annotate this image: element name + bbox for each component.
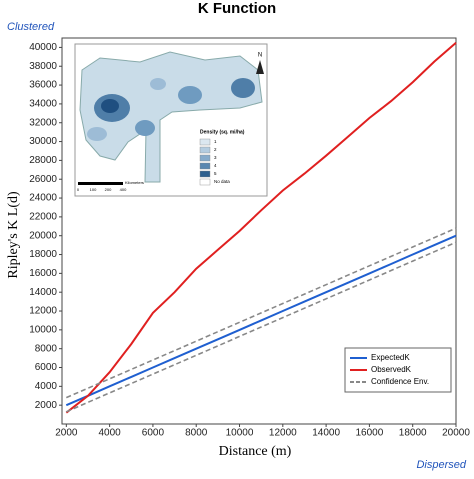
y-tick-label: 12000: [29, 306, 57, 317]
y-tick-label: 20000: [29, 230, 57, 241]
x-tick-label: 10000: [226, 428, 254, 439]
series-line: [65, 241, 457, 413]
inset-legend-swatch: [199, 154, 211, 162]
inset-legend-swatch: [199, 146, 211, 154]
inset-legend-label: No data: [214, 179, 230, 184]
x-tick-label: 4000: [99, 428, 122, 439]
y-tick-label: 16000: [29, 268, 57, 279]
inset-legend-label: 4: [214, 163, 217, 168]
legend-label: ObservedK: [371, 365, 412, 374]
inset-legend-label: 2: [214, 147, 217, 152]
chart-title: K Function: [198, 0, 276, 17]
y-tick-label: 26000: [29, 174, 57, 185]
inset-legend-label: 5: [214, 171, 217, 176]
x-tick-label: 8000: [185, 428, 208, 439]
y-tick-label: 6000: [35, 362, 58, 373]
inset-legend-title: Density (sq. mi/ha): [200, 129, 245, 135]
y-tick-label: 8000: [35, 343, 58, 354]
y-tick-label: 22000: [29, 212, 57, 223]
x-tick-label: 20000: [442, 428, 470, 439]
y-tick-label: 38000: [29, 61, 57, 72]
y-tick-label: 14000: [29, 287, 57, 298]
map-density: [231, 78, 255, 98]
scale-tick-label: 100: [90, 187, 97, 192]
y-tick-label: 40000: [29, 42, 57, 53]
plot-frame: [61, 37, 457, 425]
y-tick-label: 2000: [35, 400, 58, 411]
scale-tick-label: 400: [120, 187, 127, 192]
map-density: [87, 127, 107, 141]
x-tick-label: 14000: [312, 428, 340, 439]
inset-legend-swatch: [199, 162, 211, 170]
y-tick-label: 4000: [35, 381, 58, 392]
y-tick-label: 18000: [29, 249, 57, 260]
annotation: Dispersed: [416, 459, 466, 471]
north-arrow: [256, 60, 264, 74]
x-axis-label: Distance (m): [219, 444, 292, 459]
map-region: [79, 51, 263, 183]
y-tick-label: 36000: [29, 80, 57, 91]
x-tick-label: 12000: [269, 428, 297, 439]
map-density: [178, 86, 202, 104]
series-line: [65, 41, 457, 414]
legend-label: ExpectedK: [371, 353, 410, 362]
series-line: [65, 234, 457, 407]
scale-tick-label: 0: [77, 187, 80, 192]
y-tick-label: 30000: [29, 136, 57, 147]
scale-tick-label: 200: [105, 187, 112, 192]
y-tick-label: 24000: [29, 193, 57, 204]
map-density: [135, 120, 155, 136]
x-tick-label: 2000: [55, 428, 78, 439]
series-line: [65, 227, 457, 399]
y-axis-label: Ripley's K L(d): [6, 191, 21, 279]
scale-label: Kilometers: [125, 180, 144, 185]
map-density: [101, 99, 119, 113]
inset-legend-label: 1: [214, 139, 217, 144]
y-tick-label: 34000: [29, 99, 57, 110]
annotation: Clustered: [7, 21, 55, 33]
inset-legend-swatch: [199, 138, 211, 146]
legend-label: Confidence Env.: [371, 377, 429, 386]
north-label: N: [258, 53, 262, 59]
y-tick-label: 28000: [29, 155, 57, 166]
y-tick-label: 10000: [29, 324, 57, 335]
map-density: [150, 78, 166, 90]
x-tick-label: 16000: [356, 428, 384, 439]
inset-map: N Density (sq. mi/ha) Kilometers 1 2 3 4 5 No…: [74, 43, 268, 197]
y-tick-label: 32000: [29, 117, 57, 128]
inset-legend-swatch: [199, 170, 211, 178]
inset-legend-label: 3: [214, 155, 217, 160]
x-tick-label: 6000: [142, 428, 165, 439]
scale-bar: [78, 182, 123, 185]
inset-legend-swatch: [199, 178, 211, 186]
x-tick-label: 18000: [399, 428, 427, 439]
